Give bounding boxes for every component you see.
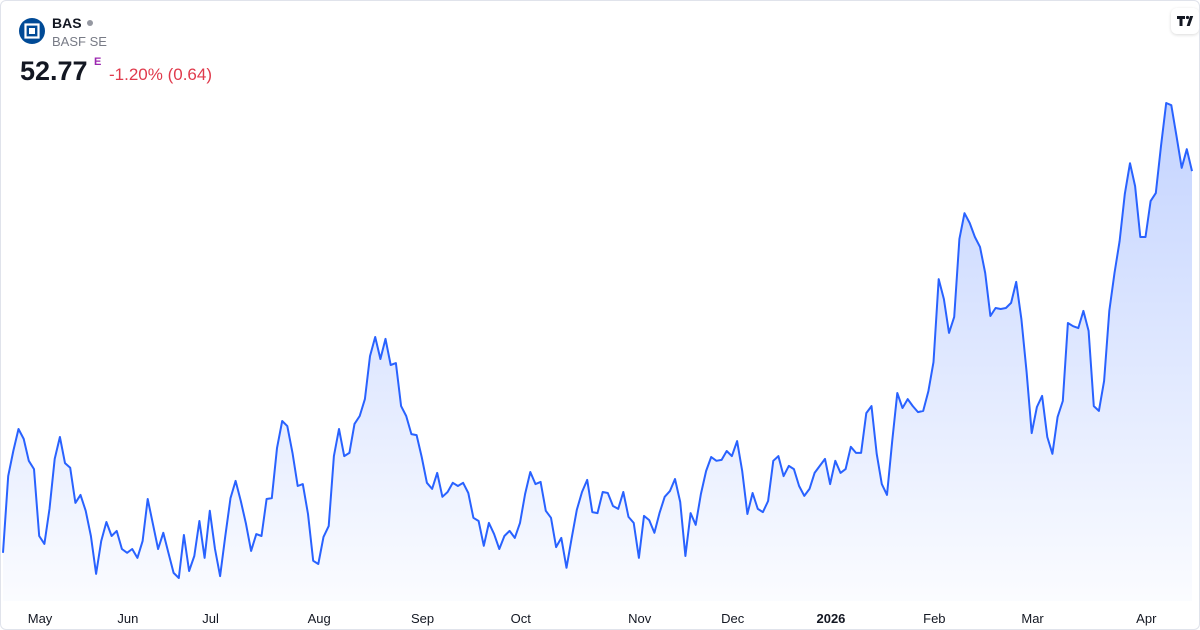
x-tick-label: Nov xyxy=(628,611,652,626)
x-tick-label: Feb xyxy=(923,611,945,626)
symbol-row: BAS xyxy=(52,15,93,31)
x-tick-label: Sep xyxy=(411,611,434,626)
x-tick-label: Jul xyxy=(202,611,219,626)
status-dot xyxy=(86,20,93,26)
x-tick-label: Apr xyxy=(1136,611,1157,626)
tradingview-logo[interactable] xyxy=(1171,8,1199,34)
x-tick-label: Jun xyxy=(117,611,138,626)
x-tick-label: May xyxy=(28,611,53,626)
price-line xyxy=(2,102,1193,579)
area-fill xyxy=(3,103,1192,601)
x-tick-label: Mar xyxy=(1021,611,1044,626)
x-tick-label: 2026 xyxy=(816,611,845,626)
tv-icon xyxy=(1177,15,1194,26)
price-change: -1.20% (0.64) xyxy=(109,65,212,84)
x-tick-label: Aug xyxy=(308,611,331,626)
x-tick-label: Dec xyxy=(721,611,745,626)
company-name: BASF SE xyxy=(52,34,107,49)
price-flag: E xyxy=(94,56,102,68)
logo xyxy=(19,18,45,44)
price: 52.77 xyxy=(20,56,88,86)
symbol[interactable]: BAS xyxy=(52,15,82,31)
x-tick-label: Oct xyxy=(511,611,532,626)
